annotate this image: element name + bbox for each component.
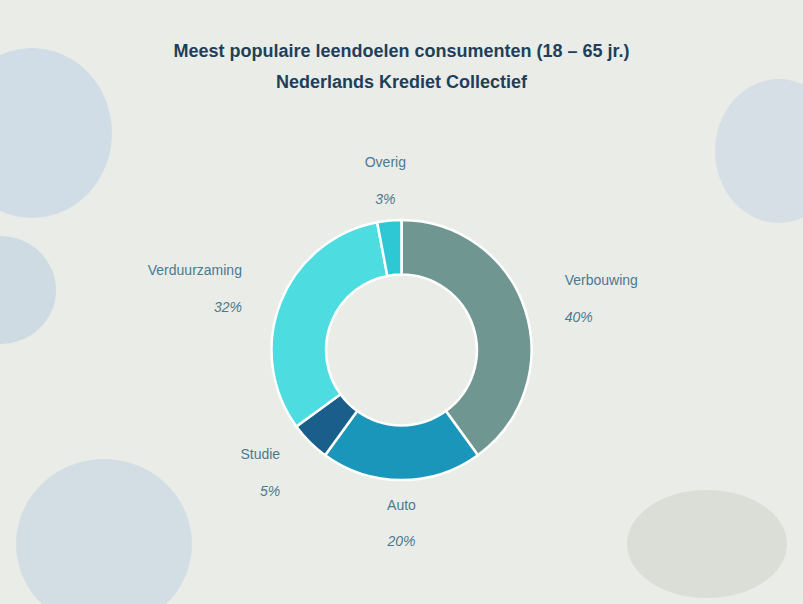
decoration (16, 459, 192, 604)
decoration (0, 236, 56, 344)
slice (272, 222, 388, 426)
category-label: Overig (365, 154, 406, 170)
category-label: Studie (240, 446, 280, 462)
slice (402, 220, 532, 455)
chart-container: Meest populaire leendoelen consumenten (… (0, 0, 803, 604)
decoration (0, 48, 112, 218)
decoration (627, 490, 787, 598)
category-label: Verduurzaming (148, 262, 242, 278)
data-label: 20% (386, 533, 415, 549)
data-label: 5% (260, 483, 280, 499)
category-label: Verbouwing (565, 272, 638, 288)
labels: Verbouwing 40% Auto 20% Studie 5% Verduurzamin… (148, 154, 638, 549)
decoration (715, 79, 803, 223)
data-label: 32% (214, 299, 242, 315)
data-label: 40% (565, 309, 593, 325)
slices (272, 220, 532, 480)
subtitle: Nederlands Krediet Collectief (276, 72, 528, 92)
data-label: 3% (375, 191, 395, 207)
slice (377, 220, 401, 276)
chart: Meest populaire leendoelen consumenten (… (0, 0, 803, 604)
category-label: Auto (387, 497, 416, 513)
title: Meest populaire leendoelen consumenten (… (173, 41, 629, 61)
